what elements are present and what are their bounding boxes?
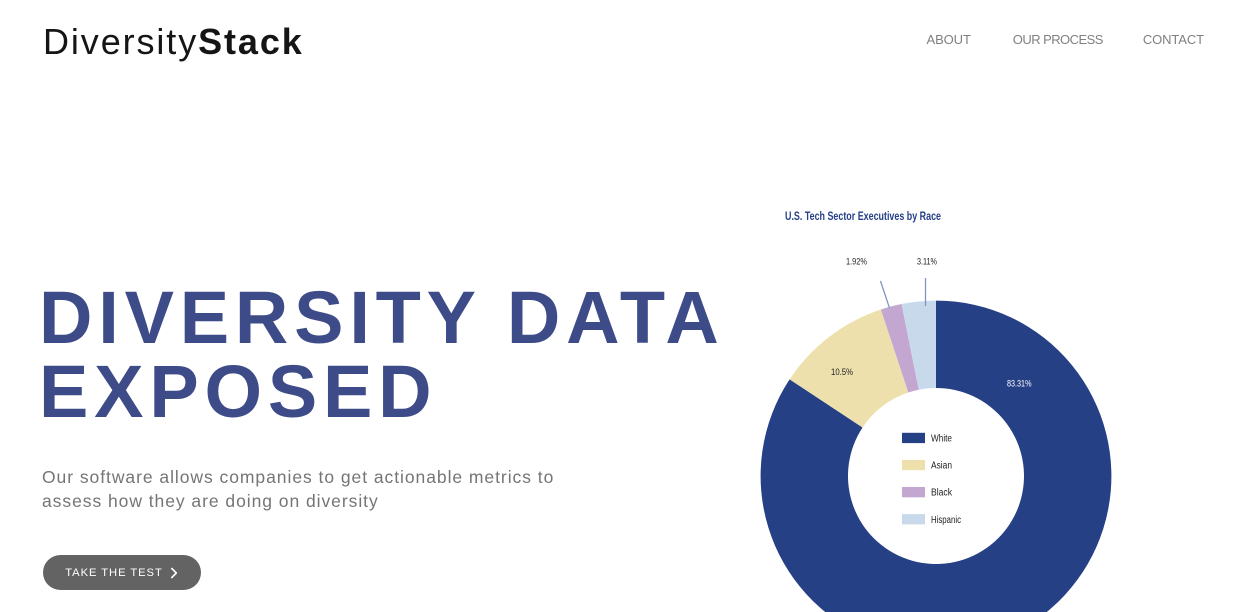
svg-text:1.92%: 1.92% — [846, 257, 867, 267]
svg-text:Asian: Asian — [931, 461, 952, 472]
svg-text:3.11%: 3.11% — [917, 257, 937, 267]
svg-text:U.S. Tech Sector Executives by: U.S. Tech Sector Executives by Race — [785, 209, 941, 223]
svg-text:10.5%: 10.5% — [831, 367, 853, 377]
svg-text:White: White — [931, 434, 952, 445]
svg-text:Hispanic: Hispanic — [931, 515, 961, 526]
svg-text:Black: Black — [931, 488, 953, 499]
svg-text:83.31%: 83.31% — [1007, 379, 1032, 389]
